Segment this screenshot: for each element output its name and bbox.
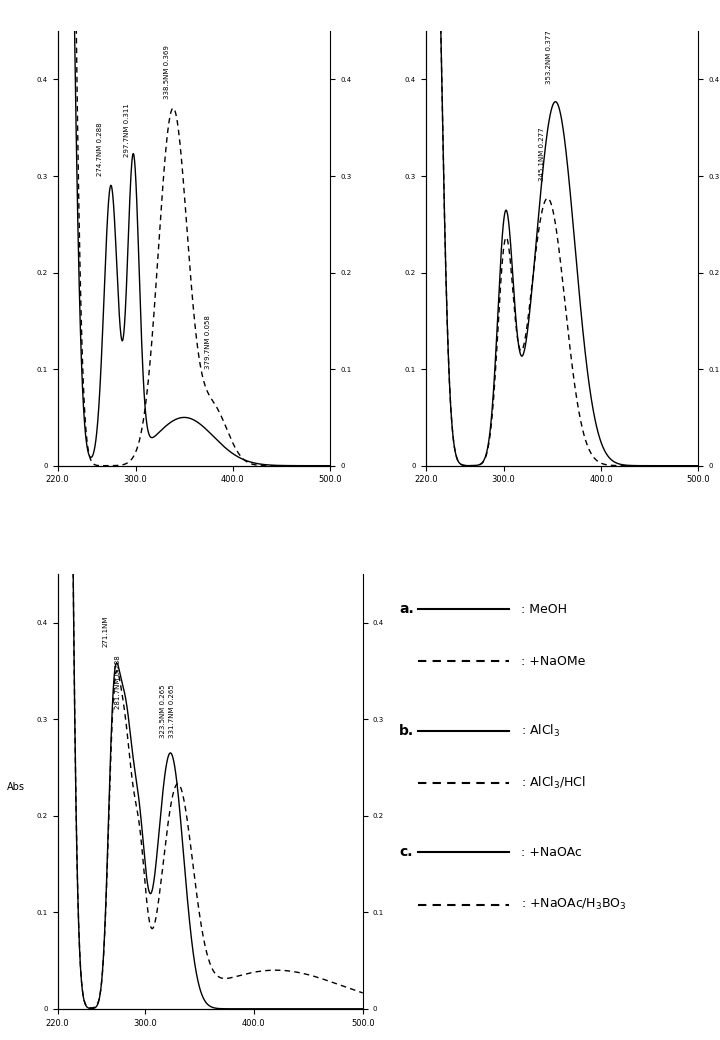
Text: 353.2NM 0.377: 353.2NM 0.377: [546, 30, 552, 84]
Text: : AlCl$_3$: : AlCl$_3$: [521, 723, 561, 738]
Text: 271.1NM: 271.1NM: [102, 616, 109, 647]
Text: : +NaOAc/H$_3$BO$_3$: : +NaOAc/H$_3$BO$_3$: [521, 896, 627, 912]
Text: 331.7NM 0.265: 331.7NM 0.265: [169, 684, 175, 738]
Text: : MeOH: : MeOH: [521, 602, 567, 616]
Text: a.: a.: [400, 602, 414, 616]
Text: : AlCl$_3$/HCl: : AlCl$_3$/HCl: [521, 775, 586, 790]
Text: : +NaOAc: : +NaOAc: [521, 846, 582, 859]
Y-axis label: Abs: Abs: [6, 781, 24, 791]
Text: : +NaOMe: : +NaOMe: [521, 655, 586, 668]
Text: b.: b.: [400, 724, 415, 737]
Text: 281.7NM 0.288: 281.7NM 0.288: [114, 656, 120, 709]
Text: 323.5NM 0.265: 323.5NM 0.265: [161, 685, 166, 738]
Text: 338.5NM 0.369: 338.5NM 0.369: [163, 45, 170, 99]
Text: 379.7NM 0.058: 379.7NM 0.058: [204, 315, 210, 369]
Text: 345.1NM 0.277: 345.1NM 0.277: [539, 127, 544, 181]
Text: c.: c.: [400, 846, 413, 859]
Text: 274.7NM 0.288: 274.7NM 0.288: [97, 123, 104, 176]
Text: 297.7NM 0.311: 297.7NM 0.311: [124, 103, 130, 157]
